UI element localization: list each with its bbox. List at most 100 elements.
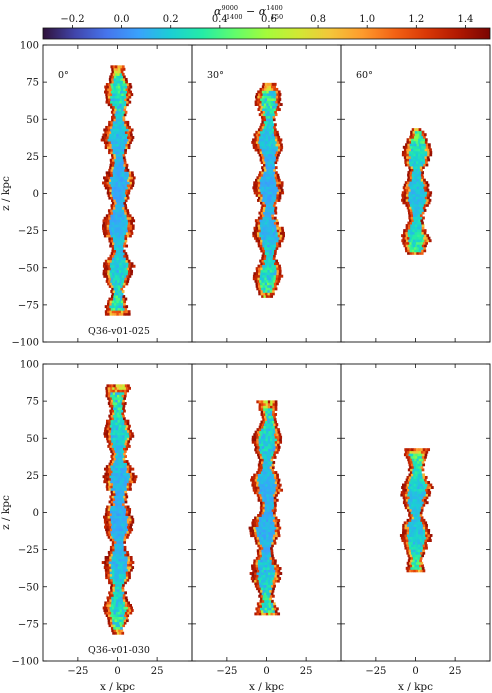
jet-cell	[110, 581, 114, 585]
jet-cell	[124, 492, 128, 496]
jet-cell	[406, 518, 410, 522]
jet-cell	[102, 272, 106, 276]
jet-cell	[272, 410, 275, 414]
jet-cell	[412, 491, 415, 495]
jet-cell	[271, 226, 275, 230]
jet-cell	[125, 475, 129, 479]
jet-cell	[118, 143, 122, 147]
jet-cell	[409, 143, 413, 147]
jet-cell	[255, 178, 258, 182]
jet-cell	[264, 513, 267, 517]
jet-cell	[418, 481, 421, 484]
jet-cell	[419, 198, 423, 202]
jet-cell	[122, 553, 125, 557]
jet-cell	[111, 247, 115, 251]
jet-cell	[115, 199, 119, 203]
jet-cell	[125, 269, 129, 273]
jet-cell	[276, 521, 280, 525]
jet-cell	[260, 438, 264, 442]
jet-cell	[253, 559, 257, 563]
jet-cell	[121, 389, 125, 393]
jet-cell	[256, 516, 260, 520]
jet-cell	[279, 186, 283, 190]
jet-cell	[404, 150, 407, 154]
jet-cell	[411, 488, 415, 492]
jet-cell	[264, 178, 267, 182]
jet-cell	[404, 546, 408, 550]
jet-cell	[118, 396, 122, 400]
jet-cell	[419, 460, 423, 464]
jet-cell	[251, 435, 255, 439]
jet-cell	[266, 118, 269, 122]
jet-cell	[270, 572, 274, 575]
jet-cell	[123, 508, 127, 511]
jet-cell	[257, 498, 261, 502]
jet-cell	[411, 483, 414, 487]
jet-cell	[265, 410, 268, 414]
jet-cell	[118, 75, 122, 79]
jet-cell	[116, 310, 120, 314]
jet-cell	[415, 216, 418, 220]
jet-cell	[264, 561, 268, 565]
jet-cell	[127, 85, 130, 89]
jet-cell	[122, 429, 126, 433]
jet-cell	[278, 566, 282, 570]
jet-cell	[271, 216, 275, 220]
jet-cell	[254, 440, 257, 444]
jet-cell	[252, 234, 256, 238]
jet-cell	[123, 568, 126, 572]
jet-cell	[127, 475, 131, 479]
jet-cell	[265, 211, 269, 215]
jet-cell	[126, 277, 130, 281]
jet-cell	[404, 506, 408, 510]
jet-cell	[120, 181, 124, 185]
jet-cell	[421, 221, 424, 225]
jet-cell	[412, 556, 416, 560]
jet-cell	[273, 282, 277, 286]
jet-cell	[125, 472, 128, 476]
jet-cell	[124, 183, 128, 187]
jet-cell	[269, 163, 273, 167]
jet-cell	[423, 181, 426, 185]
jet-cell	[268, 171, 271, 175]
jet-cell	[270, 569, 274, 573]
jet-cell	[420, 158, 424, 162]
jet-cell	[408, 138, 412, 142]
jet-cell	[116, 556, 119, 559]
jet-cell	[115, 465, 118, 469]
jet-cell	[273, 476, 277, 480]
jet-cell	[274, 405, 278, 409]
jet-cell	[113, 85, 117, 89]
jet-cell	[255, 564, 259, 568]
jet-cell	[416, 241, 419, 245]
jet-cell	[269, 541, 272, 545]
jet-cell	[408, 216, 412, 220]
jet-cell	[112, 619, 115, 623]
jet-cell	[106, 596, 110, 600]
jet-cell	[126, 505, 130, 509]
jet-cell	[270, 534, 274, 538]
jet-cell	[255, 521, 259, 525]
jet-cell	[121, 312, 124, 316]
jet-cell	[427, 236, 431, 240]
jet-cell	[114, 609, 118, 612]
jet-cell	[120, 598, 124, 602]
jet-cell	[423, 249, 427, 253]
jet-cell	[414, 244, 418, 248]
jet-cell	[415, 513, 418, 517]
colorbar-tick-label: 0.4	[212, 14, 228, 25]
jet-cell	[429, 539, 432, 543]
jet-cell	[116, 586, 120, 590]
jet-cell	[258, 481, 262, 485]
jet-cell	[269, 241, 272, 245]
jet-cell	[260, 508, 263, 512]
jet-cell	[271, 466, 275, 469]
jet-cell	[414, 171, 418, 175]
jet-cell	[413, 551, 416, 555]
jet-cell	[126, 141, 130, 145]
jet-cell	[426, 148, 430, 152]
jet-cell	[117, 267, 121, 271]
jet-cell	[267, 140, 271, 144]
jet-cell	[124, 277, 128, 281]
jet-cell	[262, 521, 266, 525]
